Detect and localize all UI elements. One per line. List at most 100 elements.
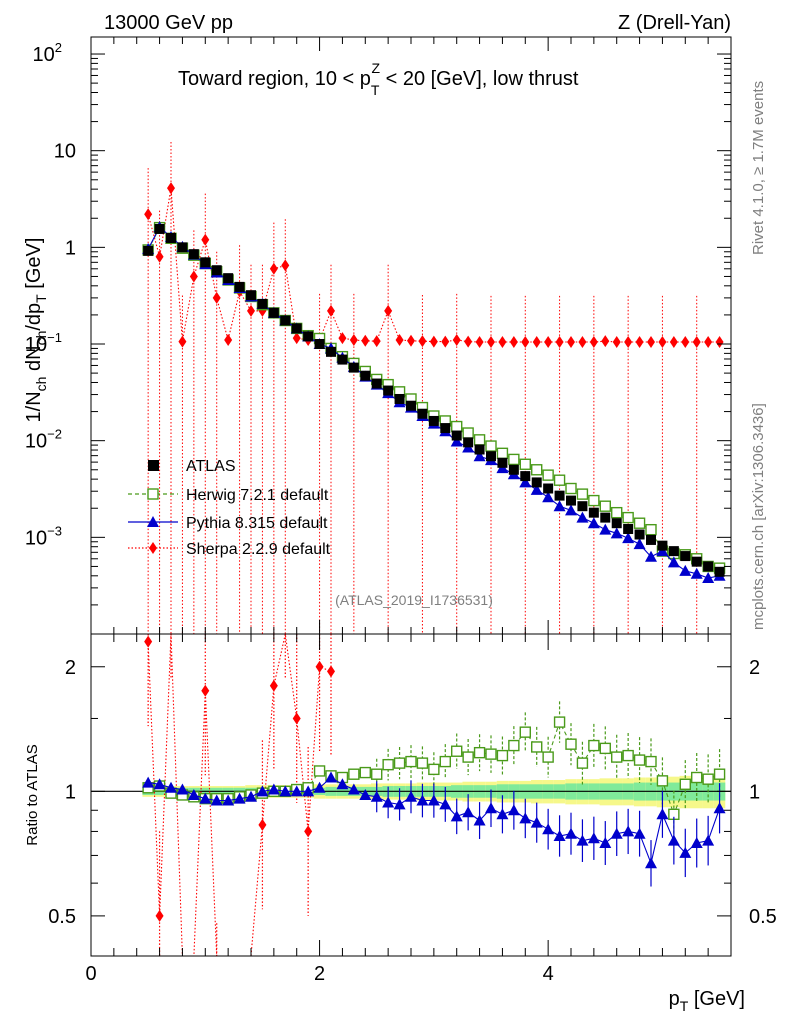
herwig-ratio-point [622, 749, 634, 762]
herwig-ratio-point [393, 757, 406, 769]
herwig-ratio-point [702, 773, 714, 785]
pythia-ratio-point [576, 834, 589, 846]
sherpa-ratio-point [155, 909, 164, 922]
title-sup: Z [371, 60, 380, 76]
sherpa-main-point [224, 334, 233, 347]
atlas-main-point [691, 556, 702, 567]
atlas-main-point [326, 346, 336, 357]
ratio-y-tick-label: 2 [65, 657, 76, 679]
herwig-main-point [633, 517, 646, 529]
sherpa-main-point [327, 304, 335, 317]
atlas-main-point [200, 257, 211, 268]
atlas-main-point [337, 354, 348, 365]
pythia-ratio-point [565, 827, 577, 839]
xlabel-a: p [669, 988, 680, 1010]
pythia-ratio-point [222, 794, 235, 806]
legend-marker-herwig [147, 488, 159, 500]
title-part-b: < 20 [GeV], low thrust [380, 68, 579, 90]
atlas-main-point [657, 540, 668, 551]
pythia-main-point [645, 550, 657, 562]
sherpa-main-point [212, 291, 221, 304]
legend: ATLAS Herwig 7.2.1 default Pythia 8.315 … [128, 458, 331, 558]
header-right: Z (Drell-Yan) [618, 12, 731, 34]
pythia-ratio-point [416, 794, 429, 806]
title-sub: T [371, 82, 380, 98]
sherpa-main-point [647, 335, 655, 348]
atlas-main-point [268, 307, 279, 318]
pythia-ratio-point [656, 808, 669, 820]
herwig-ratio-point [348, 768, 360, 780]
ylabel-b: dN [23, 345, 45, 376]
pythia-main-point [667, 556, 680, 568]
pythia-main-point [702, 571, 715, 583]
atlas-main-point [223, 273, 234, 284]
atlas-main-point [257, 298, 268, 309]
pythia-ratio-point [290, 785, 303, 797]
herwig-main-point [622, 511, 634, 524]
herwig-ratio-point [405, 755, 417, 768]
main-y-tick-label: 102 [33, 40, 62, 66]
sherpa-main-point [429, 335, 438, 348]
legend-marker-sherpa [149, 542, 157, 554]
atlas-main-point [543, 483, 554, 494]
atlas-main-point [211, 265, 222, 276]
sherpa-main-point [669, 335, 678, 348]
sherpa-main-point [567, 335, 575, 348]
sherpa-ratio-point [315, 660, 324, 673]
pythia-ratio-point [553, 829, 566, 841]
herwig-ratio-point [656, 775, 669, 787]
atlas-main-point [417, 408, 428, 419]
pythia-main-point [610, 527, 623, 539]
herwig-ratio-point [371, 768, 383, 780]
pythia-main-point [553, 500, 566, 512]
rivet-label: Rivet 4.1.0, ≥ 1.7M events [750, 81, 767, 255]
sherpa-ratio-point [269, 679, 278, 692]
ylabel-sub1: ch [33, 377, 49, 392]
sherpa-main-point [509, 335, 518, 348]
sherpa-main-point [715, 335, 724, 348]
pythia-ratio-point [382, 796, 395, 808]
sherpa-ratio-point [292, 712, 301, 725]
pythia-ratio-point [530, 816, 543, 828]
herwig-main-point [599, 500, 611, 512]
atlas-main-point [177, 242, 188, 253]
pythia-main-point [679, 564, 692, 576]
legend-label-pythia: Pythia 8.315 default [186, 515, 328, 532]
pythia-ratio-point [645, 857, 657, 869]
herwig-main-point [485, 440, 497, 452]
atlas-main-point [383, 385, 394, 396]
herwig-ratio-point [416, 757, 429, 769]
atlas-main-point [291, 323, 302, 334]
atlas-main-point [166, 232, 176, 243]
pythia-ratio-point [393, 798, 406, 810]
herwig-ratio-point [439, 755, 451, 768]
herwig-main-point [553, 474, 566, 486]
atlas-main-point [371, 378, 382, 389]
pythia-main-point [633, 538, 646, 550]
title-part-a: Toward region, 10 < p [178, 68, 371, 90]
sherpa-main-point [281, 259, 290, 272]
atlas-main-point [303, 331, 314, 342]
sherpa-main-point [452, 334, 461, 347]
pythia-ratio-point [302, 785, 315, 797]
pythia-ratio-point [519, 812, 532, 824]
atlas-main-point [703, 561, 714, 572]
x-tick-label: 0 [85, 963, 96, 985]
pythia-ratio-point [210, 794, 223, 806]
ratio-y-tick-label: 0.5 [48, 906, 76, 928]
sherpa-main-point [407, 334, 415, 347]
atlas-main-point [474, 444, 485, 455]
pythia-ratio-point [359, 788, 372, 800]
sherpa-main-point [178, 335, 187, 348]
pythia-ratio-point [313, 781, 326, 793]
atlas-main-point [428, 415, 439, 426]
pythia-ratio-point [325, 771, 337, 783]
atlas-main-point [394, 393, 405, 404]
sherpa-main-point [692, 335, 701, 348]
herwig-ratio-point [645, 755, 657, 768]
main-y-label: 1/Nch dNch/dpT [GeV] [23, 238, 49, 423]
atlas-main-point [188, 249, 199, 260]
herwig-ratio-point [428, 763, 440, 776]
pythia-ratio-point [450, 810, 463, 822]
